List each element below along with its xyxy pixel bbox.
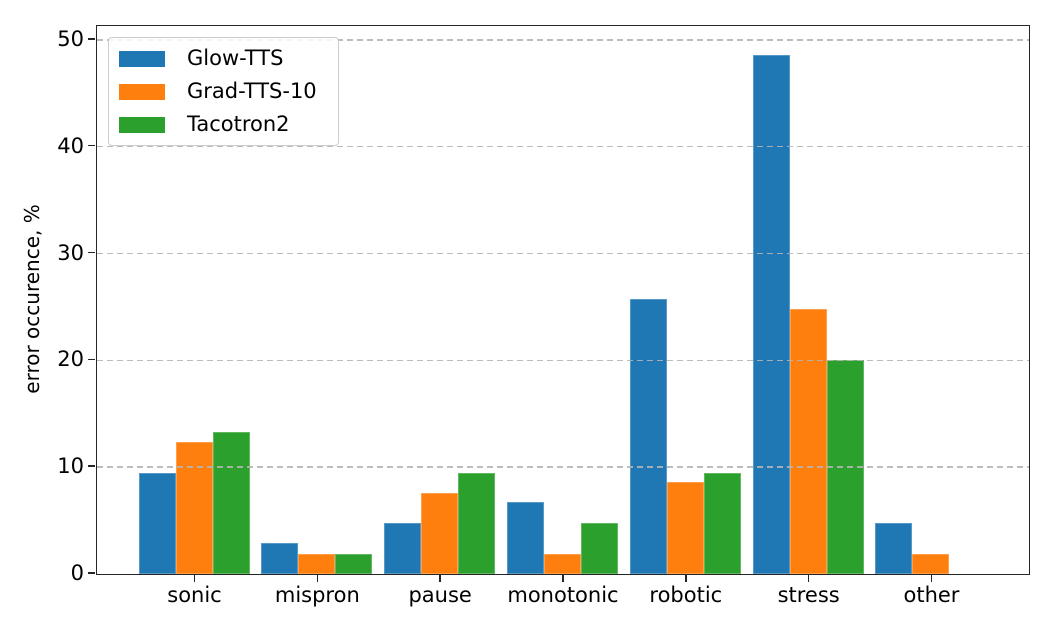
bar-tacotron2-mispron: [335, 553, 373, 574]
x-tick-label-mispron: mispron: [274, 583, 360, 607]
bar-grad-tts-10-monotonic: [543, 553, 581, 574]
y-tick-mark-0: [88, 572, 95, 574]
x-tick-label-sonic: sonic: [167, 583, 222, 607]
y-tick-label-0: 0: [70, 561, 84, 585]
plot-area: Glow-TTS Grad-TTS-10 Tacotron2: [96, 25, 1030, 575]
gridline-10: [97, 466, 1029, 468]
y-tick-label-40: 40: [57, 133, 84, 158]
y-tick-label-50: 50: [57, 26, 84, 51]
y-tick-mark-20: [88, 358, 95, 361]
x-tick-mark-monotonic: [562, 574, 564, 582]
y-tick-label-10: 10: [57, 454, 84, 479]
x-tick-mark-stress: [807, 574, 810, 582]
gridline-30: [97, 252, 1029, 255]
legend-entry-tacotron2: Tacotron2: [119, 112, 328, 136]
legend-label-grad-tts-10: Grad-TTS-10: [187, 79, 317, 103]
bar-glow-tts-other: [875, 522, 913, 574]
x-tick-label-robotic: robotic: [649, 583, 723, 607]
x-tick-label-other: other: [903, 583, 960, 607]
legend-label-tacotron2: Tacotron2: [187, 112, 290, 136]
bar-glow-tts-stress: [752, 54, 790, 574]
bar-tacotron2-pause: [458, 472, 496, 574]
legend-entry-glow-tts: Glow-TTS: [119, 46, 328, 70]
gridline-40: [97, 145, 1029, 148]
bar-tacotron2-sonic: [212, 431, 250, 574]
bar-glow-tts-monotonic: [506, 502, 544, 574]
y-tick-mark-50: [88, 38, 95, 40]
bar-grad-tts-10-sonic: [175, 441, 213, 574]
x-tick-mark-other: [930, 574, 933, 582]
x-tick-label-pause: pause: [408, 583, 472, 607]
bar-tacotron2-monotonic: [580, 522, 618, 574]
y-tick-mark-10: [88, 465, 95, 467]
bar-grad-tts-10-stress: [789, 309, 827, 574]
bar-grad-tts-10-other: [912, 553, 950, 574]
bar-glow-tts-robotic: [629, 299, 667, 574]
bar-glow-tts-mispron: [261, 543, 299, 574]
legend-swatch-grad-tts-10: [119, 83, 165, 100]
bar-grad-tts-10-mispron: [298, 553, 336, 574]
x-tick-mark-robotic: [685, 574, 687, 582]
bar-grad-tts-10-robotic: [666, 482, 704, 574]
y-tick-mark-40: [88, 145, 95, 147]
x-tick-mark-sonic: [193, 574, 196, 582]
x-tick-mark-mispron: [316, 574, 319, 582]
x-tick-mark-pause: [439, 574, 441, 582]
y-tick-mark-30: [88, 251, 95, 254]
legend-label-glow-tts: Glow-TTS: [187, 46, 284, 70]
bar-glow-tts-pause: [384, 522, 422, 574]
legend-swatch-glow-tts: [119, 50, 165, 67]
legend-swatch-tacotron2: [119, 116, 165, 133]
y-tick-label-20: 20: [57, 347, 84, 372]
bar-glow-tts-sonic: [138, 472, 176, 574]
bar-grad-tts-10-pause: [421, 492, 459, 574]
x-tick-label-stress: stress: [777, 583, 840, 607]
legend: Glow-TTS Grad-TTS-10 Tacotron2: [108, 37, 339, 146]
bar-tacotron2-robotic: [703, 472, 741, 574]
gridline-50: [97, 39, 1029, 41]
y-tick-label-30: 30: [57, 240, 84, 265]
legend-entry-grad-tts-10: Grad-TTS-10: [119, 79, 328, 103]
x-tick-label-monotonic: monotonic: [507, 583, 619, 607]
gridline-20: [97, 359, 1029, 362]
